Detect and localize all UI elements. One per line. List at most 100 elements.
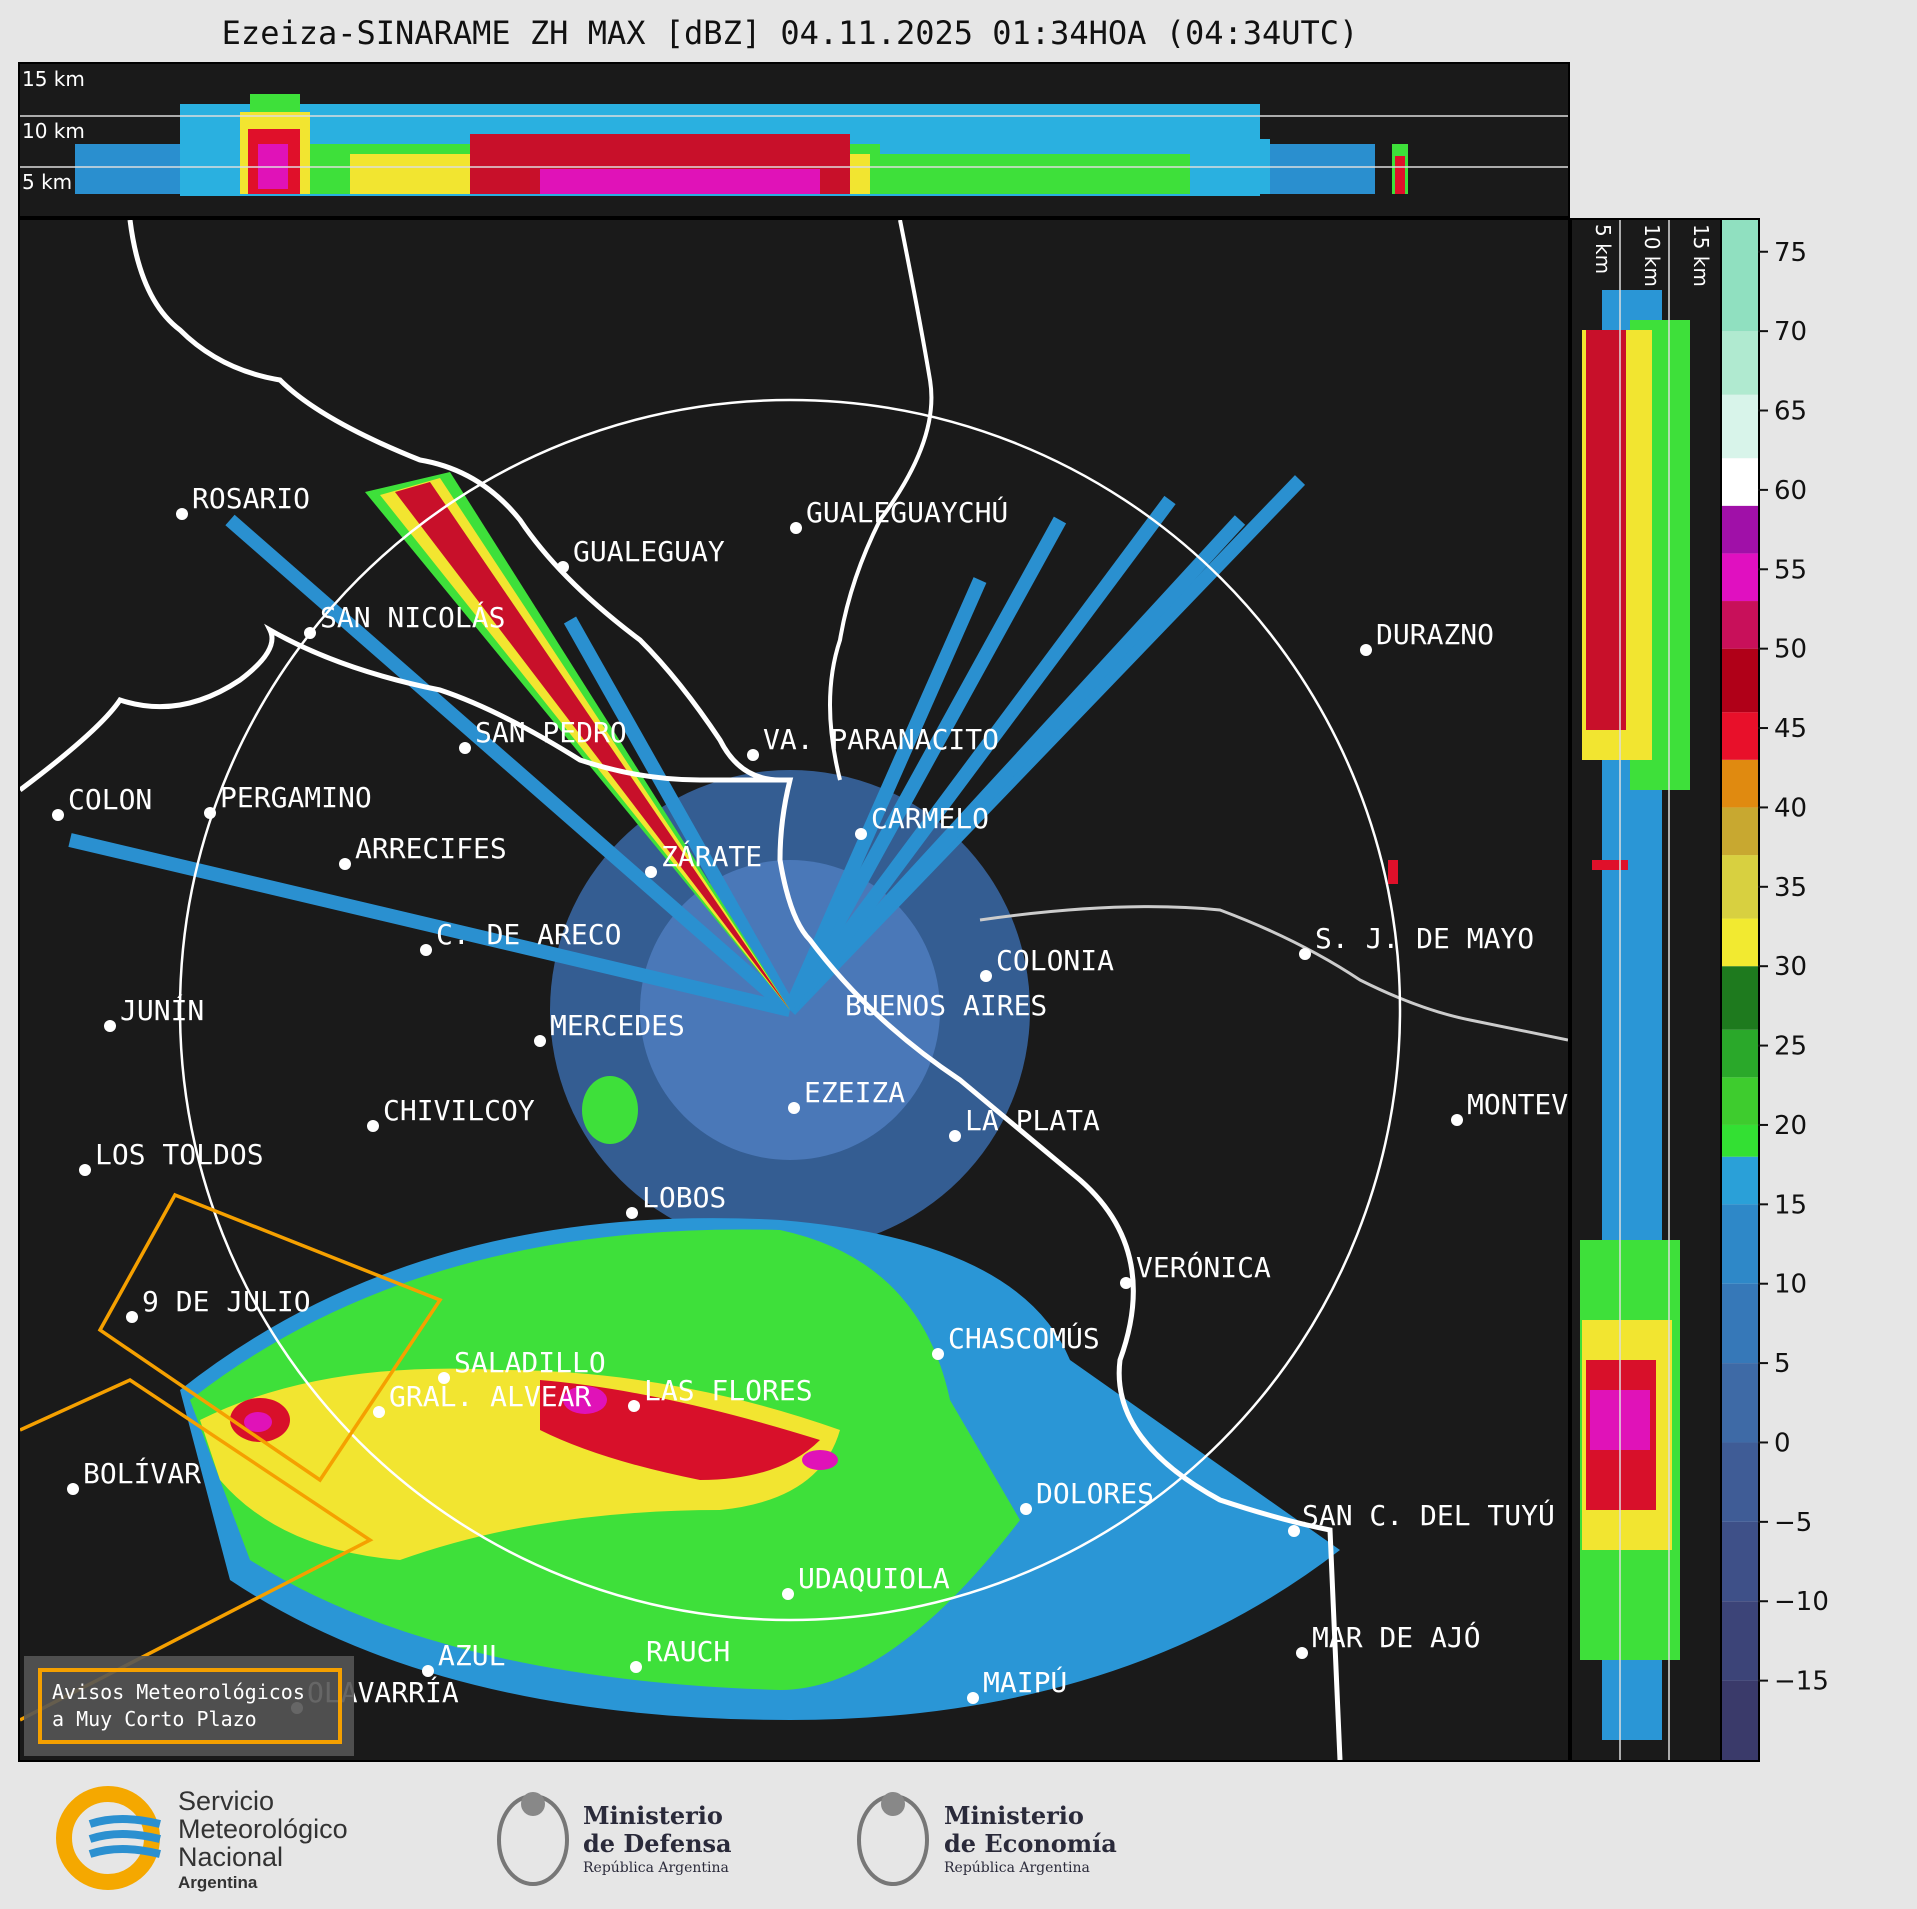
colorbar-band bbox=[1722, 1442, 1758, 1522]
top-height-label-15: 15 km bbox=[22, 67, 85, 91]
city-label-san-c-del-tuyu: SAN C. DEL TUYÚ bbox=[1302, 1498, 1555, 1532]
city-dot bbox=[747, 749, 759, 761]
colorbar-tick-label: 10 bbox=[1774, 1270, 1807, 1300]
city-dot bbox=[422, 1665, 434, 1677]
radar-map-panel: ROSARIO GUALEGUAYCHÚ GUALEGUAY SAN NICOL… bbox=[18, 218, 1570, 1762]
city-dot bbox=[367, 1120, 379, 1132]
colorbar-band bbox=[1722, 1204, 1758, 1284]
side-height-label-15: 15 km bbox=[1689, 224, 1713, 287]
city-label-mar-de-ajo: MAR DE AJÓ bbox=[1312, 1620, 1481, 1654]
legend-bg bbox=[24, 1656, 354, 1756]
top-height-label-10: 10 km bbox=[22, 119, 85, 143]
side-echo-isolated bbox=[1592, 860, 1628, 870]
city-label-colonia: COLONIA bbox=[996, 944, 1114, 977]
city-label-lobos: LOBOS bbox=[642, 1181, 726, 1214]
spoke bbox=[783, 516, 1067, 1014]
city-dot bbox=[1296, 1647, 1308, 1659]
city-dot bbox=[373, 1406, 385, 1418]
city-dot bbox=[420, 944, 432, 956]
city-label-mercedes: MERCEDES bbox=[550, 1009, 685, 1042]
south-core-magenta bbox=[563, 1386, 607, 1414]
top-cross-section: 15 km 10 km 5 km bbox=[20, 67, 1568, 196]
coastline bbox=[20, 623, 1343, 1760]
colorbar-band bbox=[1722, 855, 1758, 919]
colorbar-tick-label: 30 bbox=[1774, 952, 1807, 982]
smn-line-4: Argentina bbox=[178, 1873, 258, 1892]
colorbar-tick-label: 55 bbox=[1774, 555, 1807, 585]
colorbar-tick-label: 35 bbox=[1774, 873, 1807, 903]
city-dot bbox=[645, 866, 657, 878]
city-dot bbox=[534, 1035, 546, 1047]
city-label-chascomus: CHASCOMÚS bbox=[948, 1321, 1100, 1355]
city-label-san-nicolas: SAN NICOLÁS bbox=[320, 600, 505, 634]
city-dot bbox=[949, 1130, 961, 1142]
city-dot bbox=[176, 508, 188, 520]
smn-wave-icon bbox=[88, 1830, 161, 1843]
city-label-udaquiola: UDAQUIOLA bbox=[798, 1562, 950, 1595]
colorbar-tick-label: −10 bbox=[1774, 1587, 1829, 1617]
warning-legend: Avisos Meteorológicos a Muy Corto Plazo bbox=[24, 1656, 354, 1756]
smn-wave-icon bbox=[88, 1815, 161, 1828]
city-dot bbox=[626, 1207, 638, 1219]
colorbar-band bbox=[1722, 966, 1758, 1030]
streak-yellow bbox=[380, 478, 790, 1010]
city-label-pergamino: PERGAMINO bbox=[220, 781, 372, 814]
colorbar-tick-label: 0 bbox=[1774, 1428, 1791, 1458]
colorbar-tick-label: 50 bbox=[1774, 635, 1807, 665]
colorbar-tick-label: 40 bbox=[1774, 793, 1807, 823]
colorbar-band bbox=[1722, 1124, 1758, 1157]
colorbar-band bbox=[1722, 648, 1758, 713]
colorbar-band bbox=[1722, 759, 1758, 808]
page-title: Ezeiza-SINARAME ZH MAX [dBZ] 04.11.2025 … bbox=[221, 14, 1359, 52]
spoke bbox=[784, 515, 1246, 1015]
top-echo-band-magenta bbox=[540, 169, 820, 194]
city-label-ezeiza: EZEIZA bbox=[804, 1076, 905, 1109]
city-dot bbox=[126, 1311, 138, 1323]
colorbar-band bbox=[1722, 601, 1758, 649]
city-dot bbox=[790, 522, 802, 534]
top-echo-isolated-core bbox=[1395, 156, 1405, 194]
top-height-label-5: 5 km bbox=[22, 170, 72, 194]
colorbar-band bbox=[1722, 1156, 1758, 1205]
city-label-veronica: VERÓNICA bbox=[1136, 1250, 1271, 1284]
warning-polygon-1 bbox=[97, 1192, 443, 1483]
economia-line-3: República Argentina bbox=[944, 1860, 1090, 1876]
colorbar-gradient bbox=[1722, 220, 1758, 1760]
city-label-san-pedro: SAN PEDRO bbox=[475, 716, 627, 749]
legend-line-1: Avisos Meteorológicos bbox=[52, 1680, 305, 1704]
economia-line-2: de Economía bbox=[944, 1829, 1117, 1858]
defensa-line-1: Ministerio bbox=[583, 1801, 723, 1830]
colorbar-band bbox=[1722, 1521, 1758, 1602]
footer-logos: Servicio Meteorológico Nacional Argentin… bbox=[56, 1786, 1117, 1892]
smn-line-1: Servicio bbox=[178, 1786, 274, 1816]
warning-polygon-2 bbox=[20, 1378, 374, 1722]
parana-river bbox=[127, 220, 781, 783]
colorbar-tick-label: 65 bbox=[1774, 397, 1807, 427]
spoke bbox=[783, 577, 987, 1013]
city-label-paranacito: VA. PARANACITO bbox=[763, 723, 999, 756]
city-dot bbox=[339, 858, 351, 870]
city-label-dolores: DOLORES bbox=[1036, 1477, 1154, 1510]
legend-line-2: a Muy Corto Plazo bbox=[52, 1707, 257, 1731]
colorbar-tick-label: 75 bbox=[1774, 238, 1807, 268]
colorbar-band bbox=[1722, 458, 1758, 506]
smn-logo: Servicio Meteorológico Nacional Argentin… bbox=[56, 1786, 348, 1892]
colorbar-band bbox=[1722, 918, 1758, 967]
side-height-label-10: 10 km bbox=[1640, 224, 1664, 287]
city-dot bbox=[1451, 1114, 1463, 1126]
city-label-bolivar: BOLÍVAR bbox=[83, 1456, 201, 1490]
city-label-montevideo: MONTEVIDEO bbox=[1467, 1088, 1568, 1121]
city-label-arrecifes: ARRECIFES bbox=[355, 832, 507, 865]
city-markers: ROSARIO GUALEGUAYCHÚ GUALEGUAY SAN NICOL… bbox=[52, 482, 1568, 1714]
legend-swatch bbox=[38, 1668, 342, 1744]
colorbar-band bbox=[1722, 553, 1758, 602]
colorbar-band bbox=[1722, 1363, 1758, 1443]
range-ring bbox=[178, 398, 1402, 1622]
south-echo-red bbox=[540, 1380, 820, 1480]
colorbar-tick-label: 25 bbox=[1774, 1032, 1807, 1062]
uruguay-coast bbox=[979, 905, 1568, 1042]
city-label-durazno: DURAZNO bbox=[1376, 618, 1494, 651]
city-dot bbox=[788, 1102, 800, 1114]
city-label-gualeguaychu: GUALEGUAYCHÚ bbox=[806, 495, 1008, 529]
